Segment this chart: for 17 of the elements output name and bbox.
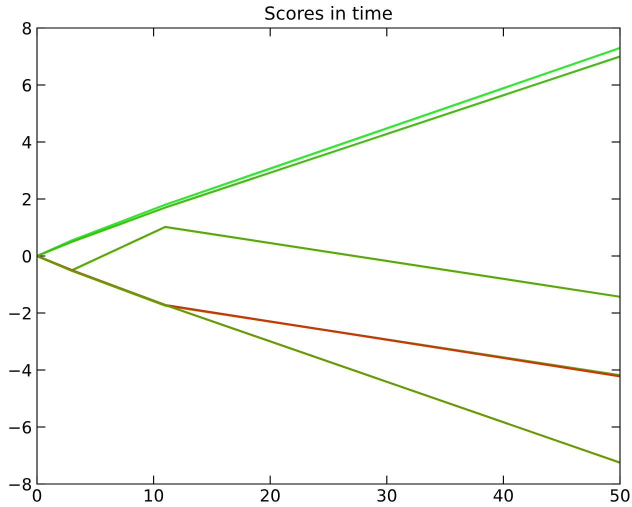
y-tick-label: −4 <box>9 364 32 376</box>
x-tick-label: 50 <box>610 489 630 502</box>
chart-title: Scores in time <box>265 6 392 20</box>
x-tick-label: 10 <box>144 489 164 502</box>
y-tick-label: 4 <box>22 136 32 148</box>
y-tick-label: −8 <box>9 478 31 491</box>
line-series <box>37 254 620 464</box>
x-tick-label: 20 <box>260 489 280 502</box>
y-tick-label: 8 <box>22 22 31 35</box>
x-tick-label: 30 <box>377 489 396 502</box>
y-tick-label: −2 <box>9 306 30 320</box>
x-tick-label: 0 <box>32 489 42 502</box>
y-tick-label: 6 <box>22 78 32 92</box>
x-tick-label: 40 <box>494 489 513 502</box>
y-tick-label: 0 <box>22 250 32 263</box>
y-tick-label: −6 <box>9 420 32 434</box>
y-tick-label: 2 <box>22 192 30 206</box>
